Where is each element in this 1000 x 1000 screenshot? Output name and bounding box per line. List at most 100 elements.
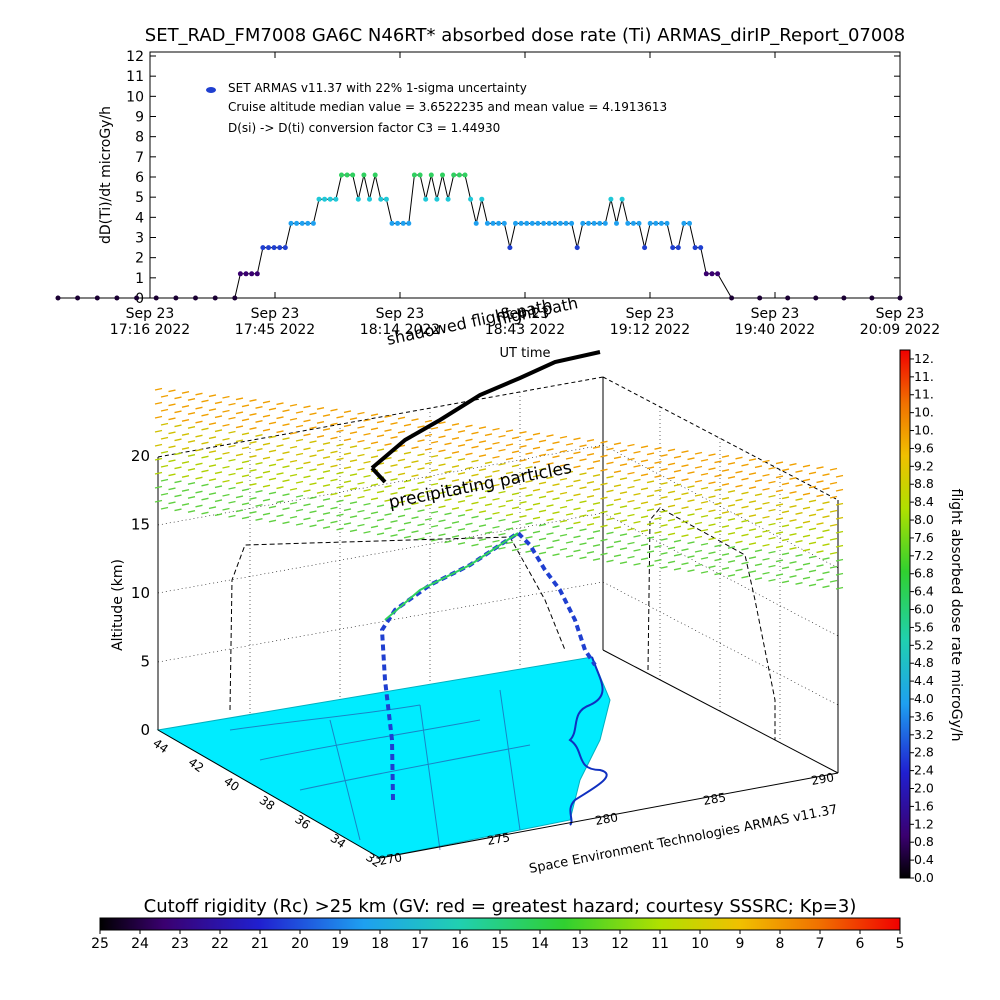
particle-mark [403,423,412,427]
bottom-colorbar-tick-label: 19 [331,936,349,952]
particle-mark [289,487,298,491]
particle-mark [201,483,209,487]
particle-mark [492,441,500,445]
particle-mark [505,471,514,475]
particle-mark [714,460,722,464]
particle-mark [498,504,506,508]
particle-mark [795,582,803,585]
particle-mark [498,518,506,522]
particle-mark [241,432,250,436]
particle-mark [478,538,487,542]
particle-mark [181,475,190,478]
particle-mark [214,401,223,405]
particle-mark [397,500,406,504]
particle-mark [781,482,790,486]
particle-mark [829,579,838,583]
particle-mark [687,527,695,531]
particle-mark [640,459,649,463]
bottom-colorbar-tick-label: 24 [131,936,149,952]
particle-mark [276,500,284,504]
particle-mark [295,466,304,470]
particle-mark [835,544,844,548]
particle-mark [708,565,716,569]
particle-mark [222,395,230,399]
particle-mark [336,443,344,447]
particle-mark [775,531,784,535]
bottom-colorbar-tick-label: 20 [291,936,309,952]
legend-series-label: SET ARMAS v11.37 with 22% 1-sigma uncert… [228,81,527,95]
particle-mark [592,502,601,505]
particle-mark [829,537,838,541]
altitude-tick-label: 5 [140,653,150,671]
right-colorbar-tick-label: 4.0 [914,691,934,706]
particle-mark [781,552,790,556]
particle-mark [762,557,770,561]
particle-mark [565,442,574,446]
particle-mark [565,456,574,460]
particle-mark [303,489,311,493]
particle-mark [519,529,527,532]
flight-path-tail [370,466,387,484]
particle-mark [741,491,749,495]
particle-mark [295,424,304,428]
coastline [568,656,608,826]
particle-mark [816,578,824,582]
particle-mark [228,458,236,462]
particle-mark [619,533,628,537]
particle-mark [478,524,487,528]
particle-mark [835,586,844,590]
particle-mark [708,495,716,499]
particle-mark [727,518,736,521]
particle-mark [559,449,568,453]
flight-track-highlight [384,532,519,621]
particle-mark [424,419,433,423]
particle-mark [768,578,776,582]
dose-point [249,271,255,277]
particle-mark [835,558,844,562]
particle-mark [444,484,452,488]
particle-mark [789,491,797,494]
particle-mark [700,472,709,476]
particle-mark [370,413,379,417]
longitude-tick-label: 270 [378,850,403,868]
particle-mark [700,556,709,560]
particle-mark [667,504,676,508]
particle-mark [573,521,581,525]
particle-mark [160,492,169,496]
particle-mark [538,481,547,485]
particle-mark [511,548,520,552]
particle-mark [492,427,500,431]
particle-mark [303,503,311,507]
particle-mark [606,531,614,535]
particle-mark [592,474,601,477]
particle-mark [376,420,385,424]
particle-mark [222,409,230,413]
particle-mark [451,493,460,496]
particle-mark [363,418,371,422]
dose-point [428,172,434,178]
particle-mark [181,447,190,450]
particle-mark [465,494,473,498]
dose-point [395,220,401,226]
particle-mark [592,460,601,463]
particle-mark [255,518,263,521]
particle-mark [349,515,358,519]
particle-mark [465,466,473,470]
particle-mark [579,556,587,560]
particle-mark [255,490,263,493]
particle-mark [384,415,392,418]
particle-mark [511,520,520,524]
particle-mark [316,491,325,494]
dose-point [563,220,569,226]
particle-mark [235,481,244,485]
particle-mark [552,441,560,445]
particle-mark [822,473,830,477]
particle-mark [829,509,838,513]
right-colorbar-tick-label: 11. [914,387,934,402]
particle-mark [519,459,527,462]
dose-point [260,245,266,251]
particle-mark [781,580,790,584]
dose-point [350,172,356,178]
particle-mark [457,444,466,447]
dose-rate-series [55,172,903,301]
